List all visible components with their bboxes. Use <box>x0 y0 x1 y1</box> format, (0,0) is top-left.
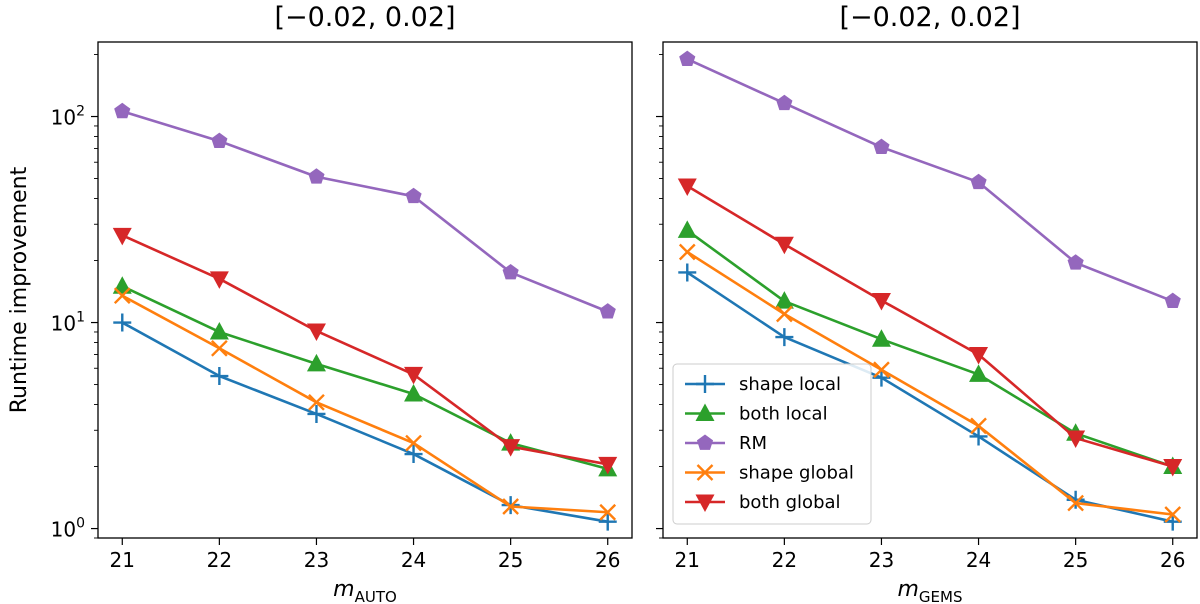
data-point-shape-global <box>308 393 325 411</box>
chart-title: [−0.02, 0.02] <box>839 2 1020 33</box>
y-tick-label: 100 <box>51 516 85 542</box>
data-point-both-global <box>1066 430 1086 449</box>
data-point-both-global <box>306 323 326 341</box>
data-point-rm <box>679 50 696 66</box>
data-point-both-global <box>677 178 697 197</box>
x-tick-label: 26 <box>1160 548 1185 572</box>
panel-2: [−0.02, 0.02] 21 22 23 24 25 26 mGEMS shape loca… <box>656 2 1198 604</box>
data-point-shape-global <box>776 305 793 323</box>
data-point-shape-local <box>113 313 132 332</box>
data-point-both-local <box>969 364 989 382</box>
legend-marker-shape-local <box>696 375 714 393</box>
data-point-rm <box>308 168 325 184</box>
data-point-both-local <box>774 291 794 309</box>
data-point-both-global <box>598 456 618 475</box>
legend-marker-both-global <box>695 494 715 512</box>
data-point-shape-local <box>775 328 794 347</box>
x-tick-label: 22 <box>772 548 797 572</box>
data-point-rm <box>599 303 616 319</box>
series-line-rm <box>686 57 1174 303</box>
panel-1: [−0.02, 0.02] 21 22 23 24 25 26 100 101 102 Runtim… <box>7 2 633 604</box>
legend-label-both-global: both global <box>739 492 841 513</box>
x-tick-label: 22 <box>207 548 232 572</box>
data-point-both-global <box>774 236 794 255</box>
data-point-shape-local <box>678 263 697 282</box>
data-point-both-global <box>969 346 989 365</box>
x-tick-label: 23 <box>869 548 894 572</box>
data-point-rm <box>1067 254 1084 270</box>
data-point-shape-local <box>307 404 326 423</box>
data-point-shape-local <box>872 368 891 387</box>
series-line-rm <box>121 110 609 313</box>
x-axis-label: mAUTO <box>333 577 397 604</box>
y-tick-label: 101 <box>51 310 85 336</box>
data-point-shape-global <box>405 434 422 452</box>
data-point-rm <box>502 263 519 280</box>
data-point-both-global <box>404 366 424 385</box>
legend-marker-rm <box>696 434 714 450</box>
data-point-rm <box>776 94 793 111</box>
legend-box <box>672 363 872 525</box>
series-line-both-local <box>121 285 609 471</box>
y-axis-label: Runtime improvement <box>7 166 32 413</box>
legend-label-rm: RM <box>739 433 767 454</box>
x-tick-label: 25 <box>498 548 523 572</box>
x-tick-label: 21 <box>675 548 700 572</box>
series-line-both-local <box>686 229 1174 468</box>
data-point-shape-global <box>970 417 987 435</box>
data-point-both-local <box>871 329 891 347</box>
data-point-shape-global <box>1067 494 1084 512</box>
series-line-shape-local <box>686 271 1174 523</box>
data-point-rm <box>211 132 228 148</box>
data-point-shape-local <box>969 427 988 446</box>
data-point-both-global <box>209 271 229 289</box>
data-point-both-global <box>871 292 891 311</box>
series-group <box>112 102 618 531</box>
x-tick-label: 24 <box>401 548 426 572</box>
data-point-shape-global <box>113 287 131 305</box>
series-line-shape-global <box>686 250 1173 516</box>
data-point-both-local <box>677 220 697 238</box>
chart-title: [−0.02, 0.02] <box>274 2 455 33</box>
legend-marker-both-local <box>695 403 715 421</box>
data-point-shape-local <box>210 367 229 386</box>
data-point-shape-local <box>598 512 617 531</box>
data-point-shape-local <box>404 445 423 464</box>
legend-label-both-local: both local <box>739 404 828 425</box>
data-point-both-global <box>501 439 521 457</box>
data-point-both-local <box>209 321 229 340</box>
data-point-both-local <box>404 383 424 402</box>
data-point-rm <box>970 173 987 190</box>
x-tick-label: 23 <box>304 548 329 572</box>
x-tick-label: 24 <box>966 548 991 572</box>
series-line-both-global <box>686 184 1174 468</box>
data-point-rm <box>405 187 422 204</box>
series-group <box>677 50 1183 531</box>
y-tick-label: 102 <box>51 104 85 130</box>
x-axis-label: mGEMS <box>897 577 962 604</box>
data-point-shape-global <box>502 498 519 515</box>
data-point-both-global <box>112 227 132 246</box>
data-point-both-local <box>306 353 326 372</box>
plot-frame <box>97 41 633 539</box>
data-point-shape-global <box>211 339 228 357</box>
data-point-both-global <box>1163 459 1183 477</box>
x-tick-label: 21 <box>110 548 135 572</box>
x-tick-label: 26 <box>595 548 620 572</box>
data-point-shape-global <box>599 503 617 521</box>
series-line-shape-global <box>121 294 608 514</box>
legend: shape local both local RM shape global both … <box>672 363 872 525</box>
data-point-rm <box>114 102 131 119</box>
legend-label-shape-global: shape global <box>739 463 854 484</box>
data-point-shape-global <box>873 361 890 379</box>
legend-marker-shape-global <box>696 464 714 481</box>
data-point-shape-global <box>678 243 696 261</box>
data-point-shape-global <box>1164 506 1182 523</box>
x-tick-label: 25 <box>1063 548 1088 572</box>
data-point-rm <box>873 138 890 155</box>
legend-label-shape-local: shape local <box>739 374 841 395</box>
series-line-both-global <box>121 234 608 466</box>
data-point-rm <box>1164 292 1181 309</box>
